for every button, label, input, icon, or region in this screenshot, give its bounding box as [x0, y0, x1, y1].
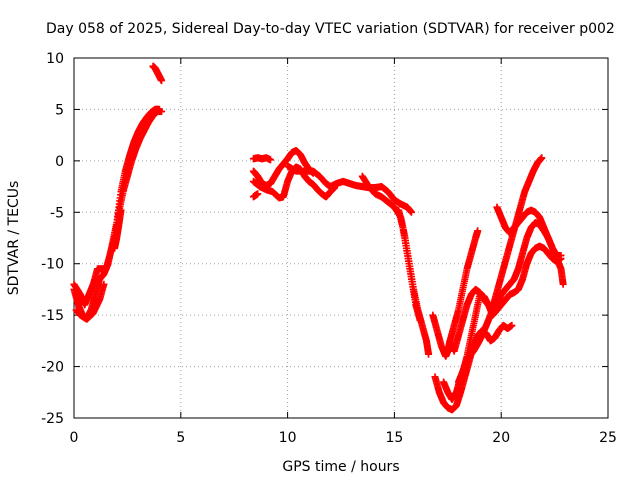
data-point	[474, 227, 482, 235]
y-tick-label: -10	[41, 257, 64, 273]
y-tick-label: 5	[55, 102, 64, 118]
data-point	[100, 280, 108, 288]
y-tick-label: -20	[41, 360, 64, 376]
data-point	[407, 208, 415, 216]
x-tick-label: 15	[385, 430, 403, 446]
data-point	[254, 190, 262, 198]
y-tick-labels: -25 -20 -15 -10 -5 0 5 10	[41, 51, 64, 427]
data-point	[117, 206, 125, 214]
x-tick-label: 20	[492, 430, 510, 446]
data-points	[70, 62, 567, 414]
plot-frame	[73, 57, 609, 419]
y-tick-label: -15	[41, 308, 64, 324]
x-tick-label: 10	[279, 430, 297, 446]
data-point	[158, 107, 166, 115]
data-point	[557, 251, 565, 259]
data-point	[416, 316, 424, 324]
data-point	[158, 77, 166, 85]
y-tick-label: -5	[50, 205, 64, 221]
x-tick-label: 25	[599, 430, 617, 446]
data-point	[559, 280, 567, 288]
y-axis-label: SDTVAR / TECUs	[6, 181, 22, 296]
x-tick-label: 0	[70, 430, 79, 446]
data-point	[538, 154, 546, 162]
axis-ticks	[73, 57, 609, 419]
x-axis-label: GPS time / hours	[282, 459, 399, 475]
y-tick-label: 0	[55, 154, 64, 170]
chart-title: Day 058 of 2025, Sidereal Day-to-day VTE…	[46, 21, 615, 37]
y-tick-label: -25	[41, 411, 64, 427]
y-tick-label: 10	[46, 51, 64, 67]
data-point	[508, 321, 516, 329]
data-point	[425, 350, 433, 358]
x-tick-labels: 0 5 10 15 20 25	[70, 430, 617, 446]
data-point	[267, 156, 275, 164]
x-tick-label: 5	[176, 430, 185, 446]
